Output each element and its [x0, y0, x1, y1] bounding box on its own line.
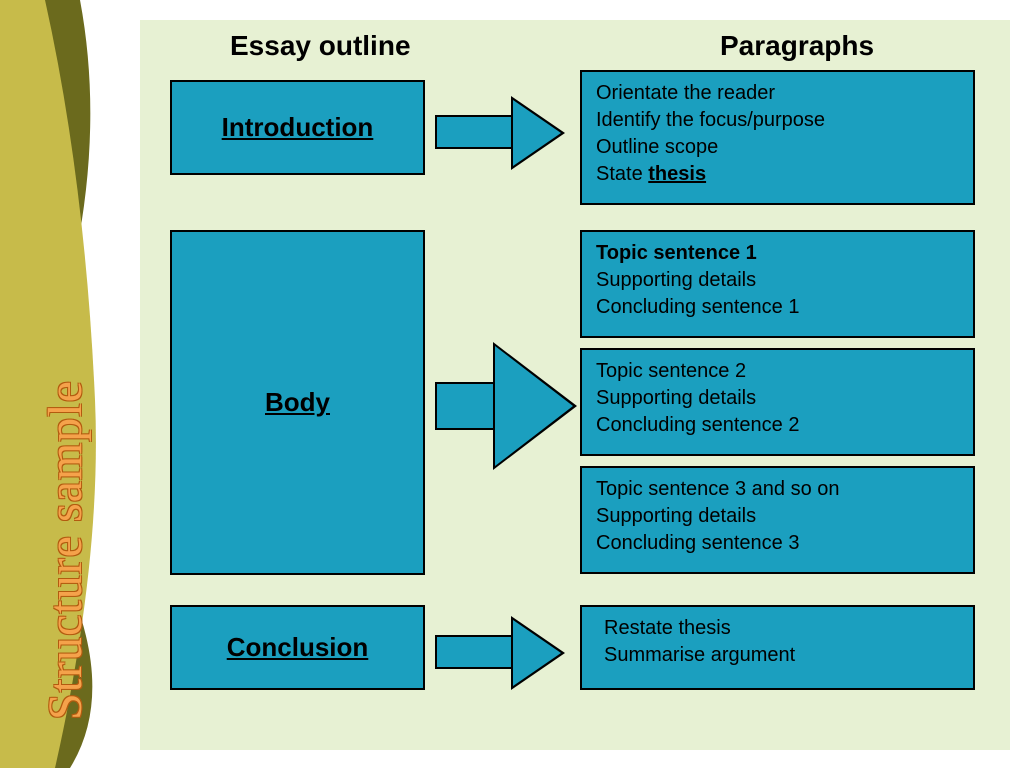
body2-line2: Supporting details [596, 385, 959, 412]
arrow-body [435, 346, 575, 466]
para-box-body2: Topic sentence 2 Supporting details Conc… [580, 348, 975, 456]
para-box-body1: Topic sentence 1 Supporting details Conc… [580, 230, 975, 338]
intro-line3: Outline scope [596, 134, 959, 161]
body3-line3: Concluding sentence 3 [596, 530, 959, 557]
heading-paragraphs: Paragraphs [720, 30, 874, 62]
outline-box-introduction: Introduction [170, 80, 425, 175]
body2-line1: Topic sentence 2 [596, 358, 959, 385]
intro-line1: Orientate the reader [596, 80, 959, 107]
para-box-intro: Orientate the reader Identify the focus/… [580, 70, 975, 205]
body1-line3: Concluding sentence 1 [596, 294, 959, 321]
para-box-conclusion: Restate thesis Summarise argument [580, 605, 975, 690]
heading-essay-outline: Essay outline [230, 30, 411, 62]
outline-label-body: Body [265, 387, 330, 418]
body2-line3: Concluding sentence 2 [596, 412, 959, 439]
body1-line2: Supporting details [596, 267, 959, 294]
outline-label-introduction: Introduction [222, 112, 374, 143]
arrow-conclusion [435, 618, 565, 688]
body3-line2: Supporting details [596, 503, 959, 530]
intro-line4: State thesis [596, 161, 959, 188]
para-box-body3: Topic sentence 3 and so on Supporting de… [580, 466, 975, 574]
body3-line1: Topic sentence 3 and so on [596, 476, 959, 503]
arrow-intro [435, 98, 565, 168]
slide-title: Structure sample [38, 380, 93, 720]
conclusion-line2: Summarise argument [604, 642, 959, 669]
body1-line1: Topic sentence 1 [596, 240, 959, 267]
outline-box-body: Body [170, 230, 425, 575]
diagram-frame: Essay outline Paragraphs Introduction Or… [140, 20, 1010, 750]
intro-line4-prefix: State [596, 163, 648, 185]
intro-line2: Identify the focus/purpose [596, 107, 959, 134]
outline-box-conclusion: Conclusion [170, 605, 425, 690]
outline-label-conclusion: Conclusion [227, 632, 369, 663]
conclusion-line1: Restate thesis [604, 615, 959, 642]
intro-line4-emph: thesis [648, 163, 706, 185]
